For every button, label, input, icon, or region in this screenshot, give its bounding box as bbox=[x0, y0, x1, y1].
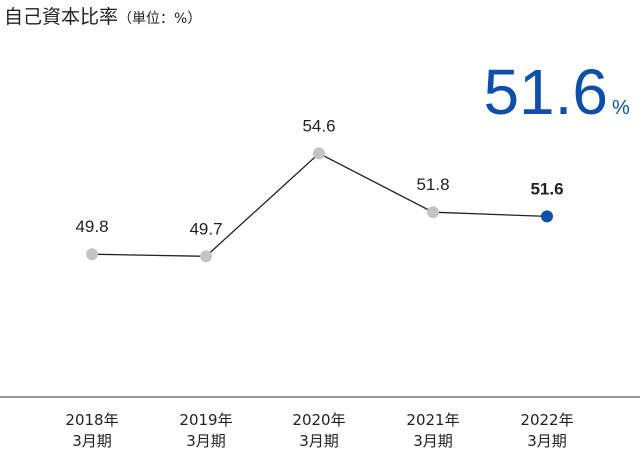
highlight-figure: 51.6 % bbox=[483, 56, 630, 128]
data-label: 51.8 bbox=[416, 175, 449, 194]
x-tick-label: 3月期 bbox=[413, 432, 453, 450]
data-point bbox=[541, 210, 553, 223]
x-tick-label: 2020年 bbox=[292, 411, 345, 429]
highlight-value: 51.6 bbox=[483, 56, 608, 128]
data-label: 51.6 bbox=[530, 179, 563, 198]
x-tick-label: 2018年 bbox=[65, 411, 118, 429]
x-tick-label: 2021年 bbox=[406, 411, 459, 429]
data-point bbox=[427, 206, 439, 219]
x-tick-label: 3月期 bbox=[72, 432, 112, 450]
data-point bbox=[86, 248, 98, 261]
data-point bbox=[200, 250, 212, 263]
series-line bbox=[91, 152, 548, 257]
highlight-unit: % bbox=[612, 97, 630, 119]
x-tick-label: 3月期 bbox=[186, 432, 226, 450]
x-tick-label: 2022年 bbox=[520, 411, 573, 429]
unit-label: （単位：%） bbox=[118, 11, 202, 27]
data-label: 49.8 bbox=[75, 217, 108, 236]
data-point bbox=[313, 147, 325, 160]
chart-title: 自己資本比率（単位：%） bbox=[4, 2, 201, 29]
x-tick-label: 2019年 bbox=[179, 411, 232, 429]
chart-title-text: 自己資本比率 bbox=[4, 6, 119, 28]
plot-area: 49.8 2018年 3月期 49.7 2019年 3月期 54.6 2020年 3月期 51.8… bbox=[65, 116, 573, 450]
x-tick-label: 3月期 bbox=[527, 432, 567, 450]
data-label: 54.6 bbox=[302, 116, 335, 135]
data-label: 49.7 bbox=[189, 219, 222, 238]
x-tick-label: 3月期 bbox=[299, 432, 339, 450]
